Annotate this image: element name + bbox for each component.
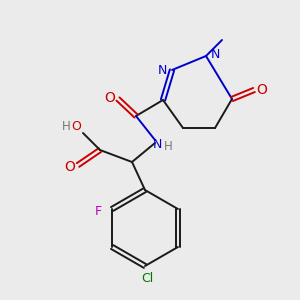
Text: N: N [152, 139, 162, 152]
Text: O: O [64, 160, 75, 174]
Text: O: O [256, 83, 267, 97]
Text: N: N [211, 49, 220, 62]
Text: O: O [71, 121, 81, 134]
Text: O: O [105, 91, 116, 105]
Text: N: N [158, 64, 167, 77]
Text: H: H [164, 140, 172, 154]
Text: Cl: Cl [141, 272, 153, 286]
Text: H: H [61, 119, 70, 133]
Text: F: F [94, 205, 102, 218]
